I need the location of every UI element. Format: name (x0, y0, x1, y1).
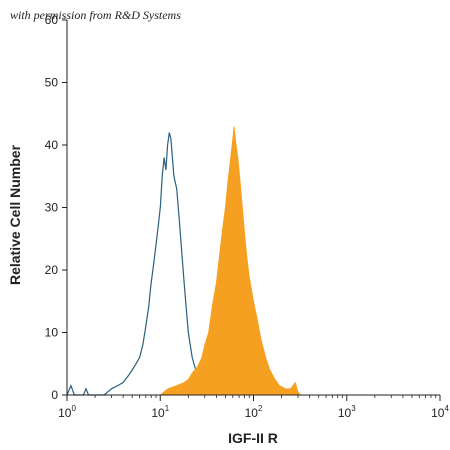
y-tick-label: 20 (45, 263, 59, 277)
y-tick-label: 30 (45, 201, 59, 215)
series-layer (66, 126, 302, 396)
sample-histogram-filled (159, 126, 302, 396)
y-tick-label: 0 (51, 388, 58, 402)
x-tick-label: 100 (58, 404, 76, 420)
y-tick-label: 10 (45, 326, 59, 340)
ticks-layer: 0 10 20 30 40 50 60 100 101 102 103 104 (45, 13, 450, 420)
x-tick-label: 104 (431, 404, 449, 420)
x-tick-label: 103 (338, 404, 356, 420)
y-axis-title: Relative Cell Number (7, 144, 23, 285)
y-tick-label: 40 (45, 138, 59, 152)
y-tick-label: 60 (45, 13, 59, 27)
x-tick-label: 102 (245, 404, 263, 420)
control-histogram-outline (66, 132, 209, 396)
x-tick-label: 101 (151, 404, 169, 420)
watermark-text: with permission from R&D Systems (10, 8, 181, 22)
y-tick-label: 50 (45, 76, 59, 90)
x-axis-title: IGF-II R (228, 430, 278, 446)
